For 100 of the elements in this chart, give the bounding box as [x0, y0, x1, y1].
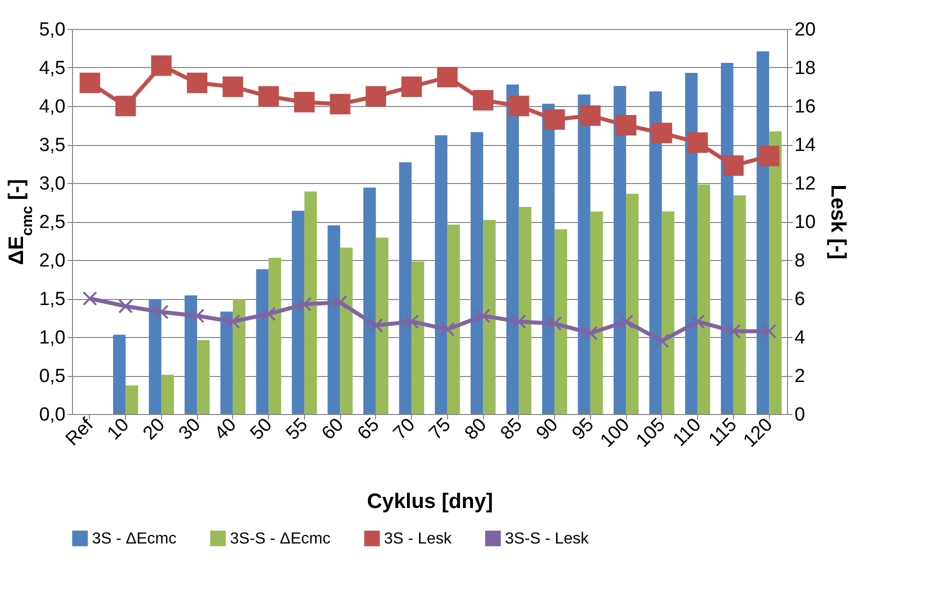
- y2-tick-label: 2: [794, 366, 806, 387]
- y2-tick-label: 12: [794, 174, 816, 194]
- y-tick-label: 0,0: [39, 404, 66, 426]
- x-tick-label: 120: [740, 414, 777, 452]
- x-tick-label: 50: [246, 414, 276, 444]
- x-tick-label: 70: [390, 414, 420, 444]
- bar: [720, 62, 734, 414]
- bar: [232, 299, 246, 414]
- bar: [220, 312, 233, 414]
- point: [118, 298, 133, 314]
- bar: [542, 104, 555, 414]
- point: [186, 72, 208, 94]
- bar: [578, 94, 590, 414]
- point: [723, 155, 744, 176]
- bar: [698, 184, 710, 414]
- x-tick-label: 20: [139, 414, 170, 444]
- bar: [184, 295, 198, 414]
- bar: [518, 206, 532, 414]
- legend-label: 3S - ΔEcmc: [92, 530, 176, 548]
- y2-tick-label: 20: [794, 20, 816, 40]
- point: [544, 109, 565, 130]
- bar: [626, 194, 639, 414]
- x-tick-label: 60: [318, 414, 348, 444]
- bar: [126, 386, 138, 414]
- bar: [685, 72, 698, 414]
- y2-axis-title: Lesk [-]: [826, 184, 850, 260]
- point: [654, 334, 670, 348]
- bar: [590, 211, 603, 414]
- bar: [292, 210, 304, 414]
- point: [297, 296, 312, 312]
- bar: [376, 238, 388, 414]
- point: [690, 314, 705, 329]
- bar: [113, 334, 126, 414]
- bar: [363, 188, 376, 414]
- x-tick-label: 80: [461, 414, 491, 444]
- point: [80, 72, 100, 94]
- bar: [304, 191, 317, 414]
- bar: [447, 224, 460, 414]
- legend-label: 3S - Lesk: [384, 530, 453, 548]
- point: [154, 304, 169, 320]
- x-tick-label: 115: [704, 414, 742, 451]
- bar: [412, 262, 424, 414]
- point: [294, 92, 315, 112]
- point: [616, 115, 636, 136]
- bar: [649, 91, 662, 414]
- y-tick-label: 2,0: [39, 250, 66, 272]
- point: [472, 90, 494, 110]
- point: [330, 94, 350, 114]
- point: [758, 146, 780, 166]
- y-tick-label: 4,5: [39, 58, 66, 79]
- point: [583, 326, 598, 340]
- bar: [434, 135, 448, 414]
- point: [151, 55, 172, 76]
- y-tick-label: 1,5: [39, 289, 66, 310]
- y2-tick-label: 4: [794, 328, 806, 348]
- y2-tick-label: 18: [794, 58, 816, 79]
- point: [258, 86, 279, 107]
- point: [222, 76, 244, 97]
- y2-tick-label: 6: [794, 289, 806, 310]
- bar: [756, 51, 770, 414]
- y2-tick-label: 0: [794, 404, 806, 426]
- y2-tick-label: 14: [794, 135, 816, 156]
- y-tick-label: 5,0: [39, 20, 66, 40]
- point: [726, 324, 741, 339]
- x-tick-label: 95: [568, 414, 598, 444]
- legend-label: 3S-S - Lesk: [505, 530, 590, 548]
- x-tick-label: 65: [354, 414, 384, 444]
- y-tick-label: 1,0: [39, 328, 66, 348]
- bar: [554, 229, 568, 414]
- x-tick-label: 100: [596, 414, 634, 452]
- point: [226, 314, 240, 329]
- x-tick-label: 85: [496, 414, 527, 444]
- point: [547, 316, 562, 331]
- x-tick-label: 40: [210, 414, 241, 444]
- point: [687, 132, 708, 153]
- point: [618, 314, 634, 329]
- bar: [470, 132, 484, 414]
- y-tick-label: 4,0: [39, 96, 66, 118]
- point: [476, 308, 490, 324]
- bar: [328, 225, 340, 414]
- bar: [268, 258, 282, 414]
- y2-tick-label: 16: [794, 96, 816, 118]
- bar: [197, 340, 210, 414]
- y-tick-label: 3,5: [39, 135, 66, 156]
- bar: [733, 195, 746, 414]
- point: [512, 314, 526, 329]
- point: [652, 122, 672, 144]
- point: [332, 295, 348, 310]
- bar: [256, 269, 269, 414]
- bar: [614, 86, 626, 414]
- point: [82, 291, 98, 306]
- y-tick-label: 0,5: [39, 366, 66, 387]
- point: [261, 306, 276, 322]
- bar: [161, 374, 174, 414]
- x-tick-label: 75: [425, 414, 456, 444]
- bar: [483, 220, 496, 414]
- legend-label: 3S-S - ΔEcmc: [230, 530, 330, 548]
- y2-tick-label: 8: [794, 250, 806, 272]
- point: [115, 96, 136, 116]
- point: [580, 105, 601, 126]
